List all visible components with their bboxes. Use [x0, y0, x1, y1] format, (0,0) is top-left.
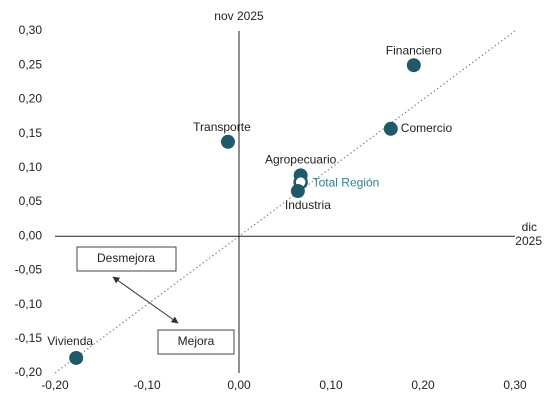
x-tick-label: 0,00: [227, 378, 251, 392]
point-label: Financiero: [386, 43, 442, 57]
x-axis-label: dic 2025: [515, 220, 542, 248]
y-tick-label: 0,10: [19, 160, 43, 174]
point: [290, 184, 305, 199]
annotation-box: [157, 329, 235, 355]
x-tick-label: 0,20: [411, 378, 435, 392]
x-tick-label: -0,10: [133, 378, 161, 392]
annotation-arrow: [112, 276, 179, 324]
y-tick-label: 0,15: [19, 126, 43, 140]
y-tick-label: -0,15: [15, 331, 43, 345]
point: [383, 121, 398, 136]
point-label: Comercio: [401, 121, 453, 135]
annotation: Mejora: [178, 334, 215, 348]
y-tick-label: 0,30: [19, 23, 43, 37]
y-tick-label: 0,20: [19, 92, 43, 106]
x-tick-label: 0,10: [319, 378, 343, 392]
point: [220, 134, 235, 149]
y-tick-label: 0,05: [19, 194, 43, 208]
x-tick-label: -0,20: [41, 378, 69, 392]
annotation-box: [76, 246, 177, 272]
point-label: Industria: [285, 198, 331, 212]
annotation: Desmejora: [97, 251, 155, 265]
point: [69, 350, 84, 365]
y-tick-label: -0,10: [15, 297, 43, 311]
y-tick-label: 0,25: [19, 57, 43, 71]
y-tick-label: -0,20: [15, 365, 43, 379]
point-label: Total Región: [313, 175, 380, 189]
point-label: Transporte: [193, 120, 251, 134]
point: [406, 58, 421, 73]
point-label: Agropecuario: [265, 152, 337, 166]
y-tick-label: 0,00: [19, 228, 43, 242]
y-axis-label: nov 2025: [214, 9, 264, 23]
y-tick-label: -0,05: [15, 263, 43, 277]
x-tick-label: 0,30: [503, 378, 527, 392]
point-label: Vivienda: [47, 334, 93, 348]
